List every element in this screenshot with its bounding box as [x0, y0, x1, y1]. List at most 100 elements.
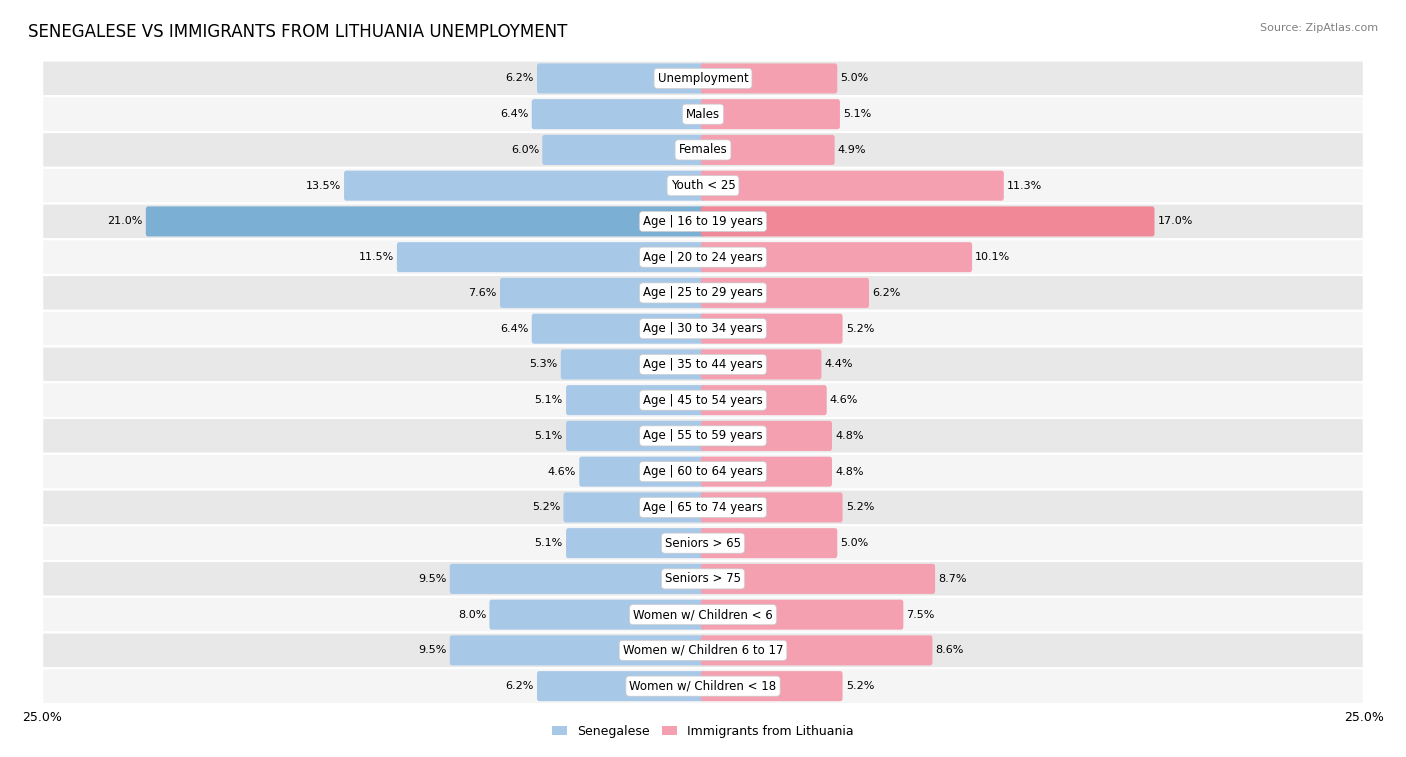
FancyBboxPatch shape — [489, 600, 706, 630]
FancyBboxPatch shape — [537, 671, 706, 701]
Legend: Senegalese, Immigrants from Lithuania: Senegalese, Immigrants from Lithuania — [547, 720, 859, 743]
FancyBboxPatch shape — [42, 490, 1364, 525]
Text: Women w/ Children < 6: Women w/ Children < 6 — [633, 608, 773, 621]
Text: Women w/ Children < 18: Women w/ Children < 18 — [630, 680, 776, 693]
Text: Age | 45 to 54 years: Age | 45 to 54 years — [643, 394, 763, 407]
Text: 5.1%: 5.1% — [534, 395, 562, 405]
Text: 5.2%: 5.2% — [846, 324, 875, 334]
Text: 13.5%: 13.5% — [305, 181, 340, 191]
FancyBboxPatch shape — [700, 135, 835, 165]
Text: 8.7%: 8.7% — [938, 574, 967, 584]
Text: Age | 16 to 19 years: Age | 16 to 19 years — [643, 215, 763, 228]
FancyBboxPatch shape — [344, 170, 706, 201]
FancyBboxPatch shape — [579, 456, 706, 487]
FancyBboxPatch shape — [531, 99, 706, 129]
FancyBboxPatch shape — [531, 313, 706, 344]
Text: 5.1%: 5.1% — [844, 109, 872, 119]
Text: 4.4%: 4.4% — [824, 360, 853, 369]
FancyBboxPatch shape — [42, 525, 1364, 561]
FancyBboxPatch shape — [42, 311, 1364, 347]
Text: 5.2%: 5.2% — [531, 503, 560, 512]
Text: 4.8%: 4.8% — [835, 466, 863, 477]
FancyBboxPatch shape — [700, 528, 838, 558]
FancyBboxPatch shape — [42, 382, 1364, 418]
Text: 4.8%: 4.8% — [835, 431, 863, 441]
FancyBboxPatch shape — [537, 64, 706, 93]
Text: 4.6%: 4.6% — [830, 395, 858, 405]
Text: 17.0%: 17.0% — [1157, 217, 1194, 226]
FancyBboxPatch shape — [564, 492, 706, 522]
Text: 6.0%: 6.0% — [510, 145, 538, 155]
Text: Females: Females — [679, 143, 727, 157]
FancyBboxPatch shape — [42, 453, 1364, 490]
FancyBboxPatch shape — [42, 668, 1364, 704]
FancyBboxPatch shape — [700, 600, 904, 630]
FancyBboxPatch shape — [42, 168, 1364, 204]
FancyBboxPatch shape — [700, 492, 842, 522]
Text: 9.5%: 9.5% — [418, 646, 447, 656]
FancyBboxPatch shape — [42, 96, 1364, 132]
FancyBboxPatch shape — [700, 278, 869, 308]
FancyBboxPatch shape — [700, 421, 832, 451]
Text: Age | 20 to 24 years: Age | 20 to 24 years — [643, 251, 763, 263]
FancyBboxPatch shape — [700, 99, 839, 129]
Text: Youth < 25: Youth < 25 — [671, 179, 735, 192]
FancyBboxPatch shape — [700, 635, 932, 665]
Text: Age | 25 to 29 years: Age | 25 to 29 years — [643, 286, 763, 300]
FancyBboxPatch shape — [561, 350, 706, 379]
FancyBboxPatch shape — [501, 278, 706, 308]
FancyBboxPatch shape — [42, 561, 1364, 597]
FancyBboxPatch shape — [42, 61, 1364, 96]
Text: Males: Males — [686, 107, 720, 120]
FancyBboxPatch shape — [700, 313, 842, 344]
Text: 4.9%: 4.9% — [838, 145, 866, 155]
FancyBboxPatch shape — [700, 207, 1154, 236]
Text: 6.4%: 6.4% — [501, 324, 529, 334]
Text: Age | 55 to 59 years: Age | 55 to 59 years — [643, 429, 763, 442]
FancyBboxPatch shape — [42, 204, 1364, 239]
Text: 11.5%: 11.5% — [359, 252, 394, 262]
Text: 6.4%: 6.4% — [501, 109, 529, 119]
FancyBboxPatch shape — [700, 456, 832, 487]
Text: 5.1%: 5.1% — [534, 431, 562, 441]
Text: 11.3%: 11.3% — [1007, 181, 1042, 191]
Text: 6.2%: 6.2% — [505, 681, 534, 691]
Text: 4.6%: 4.6% — [548, 466, 576, 477]
Text: 9.5%: 9.5% — [418, 574, 447, 584]
FancyBboxPatch shape — [700, 671, 842, 701]
FancyBboxPatch shape — [396, 242, 706, 273]
Text: Age | 30 to 34 years: Age | 30 to 34 years — [643, 322, 763, 335]
FancyBboxPatch shape — [567, 421, 706, 451]
Text: 10.1%: 10.1% — [976, 252, 1011, 262]
FancyBboxPatch shape — [700, 64, 838, 93]
Text: Age | 35 to 44 years: Age | 35 to 44 years — [643, 358, 763, 371]
FancyBboxPatch shape — [42, 132, 1364, 168]
FancyBboxPatch shape — [700, 564, 935, 594]
FancyBboxPatch shape — [42, 597, 1364, 633]
FancyBboxPatch shape — [42, 347, 1364, 382]
Text: 7.5%: 7.5% — [907, 609, 935, 620]
FancyBboxPatch shape — [567, 385, 706, 415]
FancyBboxPatch shape — [42, 418, 1364, 453]
FancyBboxPatch shape — [146, 207, 706, 236]
Text: 7.6%: 7.6% — [468, 288, 496, 298]
Text: Seniors > 65: Seniors > 65 — [665, 537, 741, 550]
Text: 5.1%: 5.1% — [534, 538, 562, 548]
Text: Source: ZipAtlas.com: Source: ZipAtlas.com — [1260, 23, 1378, 33]
Text: 21.0%: 21.0% — [107, 217, 142, 226]
FancyBboxPatch shape — [543, 135, 706, 165]
FancyBboxPatch shape — [42, 239, 1364, 275]
FancyBboxPatch shape — [700, 350, 821, 379]
Text: 5.3%: 5.3% — [530, 360, 558, 369]
Text: Age | 65 to 74 years: Age | 65 to 74 years — [643, 501, 763, 514]
Text: Seniors > 75: Seniors > 75 — [665, 572, 741, 585]
Text: 5.0%: 5.0% — [841, 538, 869, 548]
Text: Unemployment: Unemployment — [658, 72, 748, 85]
FancyBboxPatch shape — [450, 635, 706, 665]
Text: 8.0%: 8.0% — [458, 609, 486, 620]
FancyBboxPatch shape — [42, 275, 1364, 311]
FancyBboxPatch shape — [700, 242, 972, 273]
Text: 5.0%: 5.0% — [841, 73, 869, 83]
FancyBboxPatch shape — [700, 385, 827, 415]
FancyBboxPatch shape — [450, 564, 706, 594]
